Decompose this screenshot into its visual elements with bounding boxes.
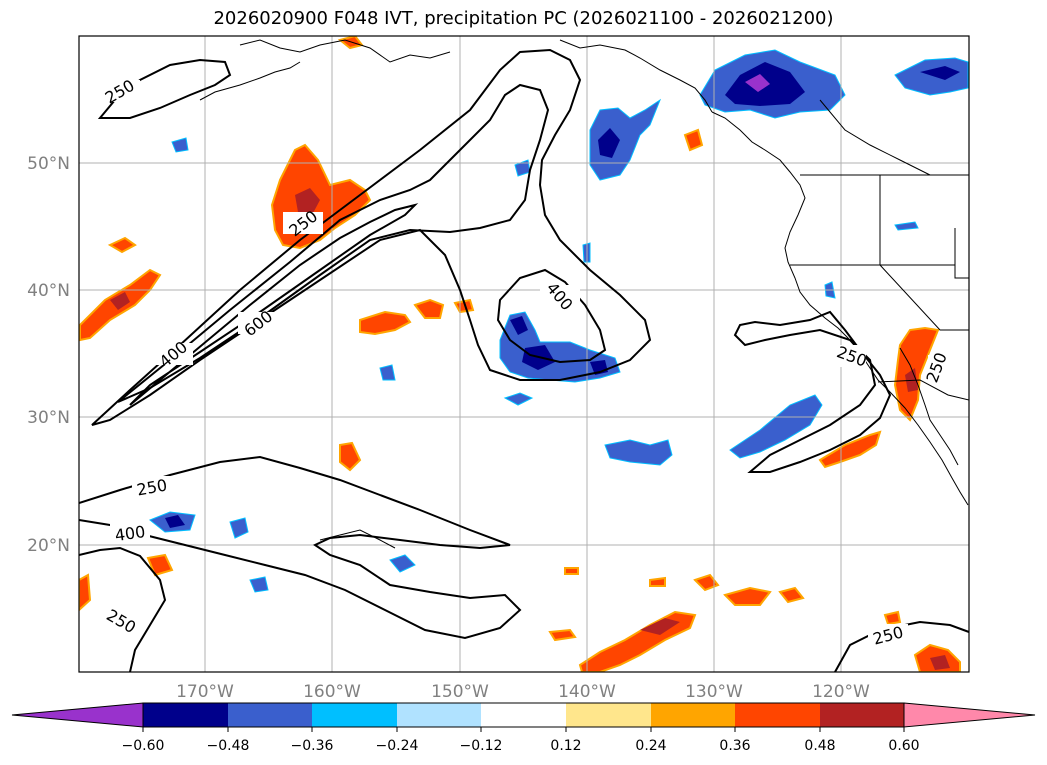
- lon-label-140w: 140°W: [558, 682, 616, 702]
- colorbar: −0.60 −0.48 −0.36 −0.24 −0.12 0.12 0.24 …: [11, 702, 1036, 754]
- coastlines: [199, 39, 969, 549]
- colorbar-swatch: [312, 703, 397, 727]
- colorbar-swatch: [228, 703, 312, 727]
- colorbar-swatch: [397, 703, 481, 727]
- colorbar-extend-high: [903, 702, 1036, 728]
- lat-label-40n: 40°N: [27, 281, 70, 301]
- lon-label-150w: 150°W: [431, 682, 489, 702]
- negative-precip-areas: [149, 49, 969, 593]
- lat-label-30n: 30°N: [27, 408, 70, 428]
- latitude-labels: 50°N 40°N 30°N 20°N: [27, 154, 70, 556]
- ivt-contours: [79, 48, 969, 672]
- lon-label-170w: 170°W: [176, 682, 234, 702]
- colorbar-swatch: [820, 703, 904, 727]
- colorbar-swatch: [651, 703, 735, 727]
- lon-label-130w: 130°W: [685, 682, 743, 702]
- map-panel: 250 250 400 600 400 250 250 400 250 250 …: [79, 36, 969, 672]
- graticule: [79, 36, 969, 672]
- contour-label: 400: [114, 522, 147, 545]
- colorbar-swatch: [566, 703, 651, 727]
- colorbar-tick-label: 0.12: [550, 738, 581, 754]
- lat-label-50n: 50°N: [27, 154, 70, 174]
- colorbar-tick-label: −0.36: [291, 738, 334, 754]
- colorbar-frame: [142, 702, 905, 728]
- lon-label-120w: 120°W: [812, 682, 870, 702]
- colorbar-tick-label: −0.24: [376, 738, 419, 754]
- map-frame: [78, 35, 970, 673]
- colorbar-extend-low: [11, 702, 144, 728]
- map-title: 2026020900 F048 IVT, precipitation PC (2…: [213, 8, 834, 29]
- colorbar-tick-label: −0.48: [207, 738, 250, 754]
- colorbar-swatch: [143, 703, 228, 727]
- lon-label-160w: 160°W: [303, 682, 361, 702]
- colorbar-swatch: [481, 703, 566, 727]
- colorbar-tick-label: 0.48: [804, 738, 835, 754]
- colorbar-tick-label: 0.24: [635, 738, 666, 754]
- longitude-labels: 170°W 160°W 150°W 140°W 130°W 120°W: [176, 682, 870, 702]
- lat-label-20n: 20°N: [27, 536, 70, 556]
- colorbar-tick-label: −0.60: [122, 738, 165, 754]
- colorbar-tick-label: 0.60: [888, 738, 919, 754]
- colorbar-tick-label: −0.12: [460, 738, 503, 754]
- colorbar-swatch: [735, 703, 820, 727]
- colorbar-tick-label: 0.36: [719, 738, 750, 754]
